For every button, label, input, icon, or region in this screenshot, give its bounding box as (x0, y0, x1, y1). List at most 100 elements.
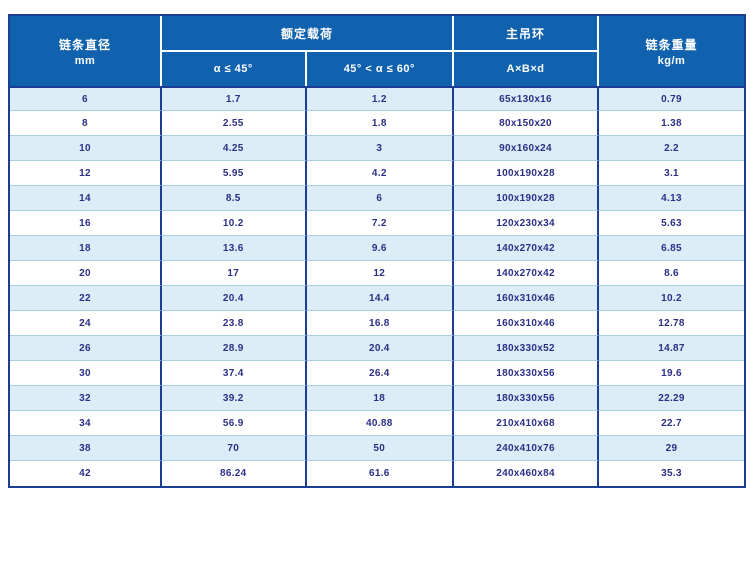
table-cell-weight: 29 (599, 436, 744, 461)
table-row: 24 23.8 16.8 160x310x46 12.78 (10, 311, 744, 336)
table-cell-diameter: 42 (10, 461, 162, 486)
table-cell-load_a: 10.2 (161, 211, 307, 236)
header-chain-diameter-unit: mm (74, 54, 96, 67)
table-cell-load_a: 39.2 (161, 386, 307, 411)
table-cell-weight: 12.78 (599, 311, 744, 336)
table-header: 链条直径 mm 额定载荷 主吊环 链条重量 kg/m α ≤ 45° 45° <… (10, 16, 744, 86)
table-cell-diameter: 8 (10, 111, 162, 136)
table-cell-load_b: 6 (306, 186, 455, 211)
table-cell-ring: 180x330x56 (454, 386, 600, 411)
header-chain-weight-unit: kg/m (657, 54, 686, 67)
table-cell-ring: 160x310x46 (454, 311, 600, 336)
table-row: 18 13.6 9.6 140x270x42 6.85 (10, 236, 744, 261)
table-row: 6 1.7 1.2 65x130x16 0.79 (10, 86, 744, 111)
table-cell-ring: 240x410x76 (454, 436, 600, 461)
table-body: 6 1.7 1.2 65x130x16 0.79 8 2.55 1.8 80x150x20 1.3… (10, 86, 744, 486)
table-cell-load_a: 1.7 (161, 86, 307, 111)
table-row: 30 37.4 26.4 180x330x56 19.6 (10, 361, 744, 386)
table-cell-load_b: 20.4 (306, 336, 455, 361)
table-cell-weight: 5.63 (599, 211, 744, 236)
table-cell-weight: 1.38 (599, 111, 744, 136)
header-angle-le-45: α ≤ 45° (161, 52, 307, 86)
table-cell-load_a: 13.6 (161, 236, 307, 261)
table-cell-load_b: 12 (306, 261, 455, 286)
table-row: 8 2.55 1.8 80x150x20 1.38 (10, 111, 744, 136)
chain-spec-table: 链条直径 mm 额定载荷 主吊环 链条重量 kg/m α ≤ 45° 45° <… (8, 14, 746, 488)
table-cell-diameter: 32 (10, 386, 162, 411)
table-cell-weight: 19.6 (599, 361, 744, 386)
table-cell-load_b: 18 (306, 386, 455, 411)
table-cell-ring: 240x460x84 (454, 461, 600, 486)
table-cell-load_b: 9.6 (306, 236, 455, 261)
table-cell-weight: 4.13 (599, 186, 744, 211)
table-cell-weight: 35.3 (599, 461, 744, 486)
header-chain-diameter-title: 链条直径 (58, 37, 111, 52)
table-cell-load_a: 86.24 (161, 461, 307, 486)
table-row: 26 28.9 20.4 180x330x52 14.87 (10, 336, 744, 361)
table-cell-ring: 180x330x52 (454, 336, 600, 361)
header-chain-weight: 链条重量 kg/m (599, 16, 744, 86)
table-row: 22 20.4 14.4 160x310x46 10.2 (10, 286, 744, 311)
header-chain-diameter: 链条直径 mm (10, 16, 162, 86)
table-cell-ring: 140x270x42 (454, 261, 600, 286)
table-row: 16 10.2 7.2 120x230x34 5.63 (10, 211, 744, 236)
table-cell-load_b: 3 (306, 136, 455, 161)
table-cell-load_a: 2.55 (161, 111, 307, 136)
table-row: 10 4.25 3 90x160x24 2.2 (10, 136, 744, 161)
table-cell-diameter: 20 (10, 261, 162, 286)
table-cell-ring: 65x130x16 (454, 86, 600, 111)
table-cell-diameter: 34 (10, 411, 162, 436)
header-rated-load: 额定载荷 (161, 16, 455, 52)
table-cell-load_b: 26.4 (306, 361, 455, 386)
table-cell-load_b: 50 (306, 436, 455, 461)
table-cell-diameter: 14 (10, 186, 162, 211)
table-cell-weight: 0.79 (599, 86, 744, 111)
header-ring-dimensions: A×B×d (454, 52, 600, 86)
table-row: 34 56.9 40.88 210x410x68 22.7 (10, 411, 744, 436)
table-row: 14 8.5 6 100x190x28 4.13 (10, 186, 744, 211)
table-cell-load_b: 61.6 (306, 461, 455, 486)
table-cell-load_a: 37.4 (161, 361, 307, 386)
table-cell-load_a: 23.8 (161, 311, 307, 336)
table-cell-ring: 90x160x24 (454, 136, 600, 161)
table-cell-diameter: 22 (10, 286, 162, 311)
header-main-ring: 主吊环 (454, 16, 600, 52)
table-cell-weight: 8.6 (599, 261, 744, 286)
table-cell-load_a: 17 (161, 261, 307, 286)
table-cell-load_a: 20.4 (161, 286, 307, 311)
table-cell-load_b: 16.8 (306, 311, 455, 336)
table-cell-diameter: 26 (10, 336, 162, 361)
table-cell-load_a: 4.25 (161, 136, 307, 161)
table-cell-load_a: 28.9 (161, 336, 307, 361)
table-cell-load_a: 70 (161, 436, 307, 461)
table-cell-load_a: 8.5 (161, 186, 307, 211)
table-cell-weight: 22.29 (599, 386, 744, 411)
table-cell-diameter: 6 (10, 86, 162, 111)
table-cell-diameter: 16 (10, 211, 162, 236)
header-sub-row: α ≤ 45° 45° < α ≤ 60° A×B×d (10, 52, 744, 86)
table-cell-load_b: 1.8 (306, 111, 455, 136)
table-row: 20 17 12 140x270x42 8.6 (10, 261, 744, 286)
table-row: 42 86.24 61.6 240x460x84 35.3 (10, 461, 744, 486)
table-cell-weight: 14.87 (599, 336, 744, 361)
header-chain-weight-title: 链条重量 (645, 37, 698, 52)
table-cell-diameter: 38 (10, 436, 162, 461)
table-cell-ring: 100x190x28 (454, 186, 600, 211)
table-cell-ring: 210x410x68 (454, 411, 600, 436)
table-cell-diameter: 10 (10, 136, 162, 161)
table-cell-load_b: 40.88 (306, 411, 455, 436)
table-cell-load_a: 56.9 (161, 411, 307, 436)
table-cell-load_a: 5.95 (161, 161, 307, 186)
table-cell-diameter: 12 (10, 161, 162, 186)
header-angle-45-to-60: 45° < α ≤ 60° (306, 52, 455, 86)
table-row: 32 39.2 18 180x330x56 22.29 (10, 386, 744, 411)
table-cell-weight: 3.1 (599, 161, 744, 186)
table-cell-diameter: 18 (10, 236, 162, 261)
table-cell-load_b: 4.2 (306, 161, 455, 186)
table-cell-load_b: 14.4 (306, 286, 455, 311)
table-cell-diameter: 30 (10, 361, 162, 386)
table-cell-ring: 120x230x34 (454, 211, 600, 236)
table-cell-weight: 2.2 (599, 136, 744, 161)
table-cell-ring: 80x150x20 (454, 111, 600, 136)
